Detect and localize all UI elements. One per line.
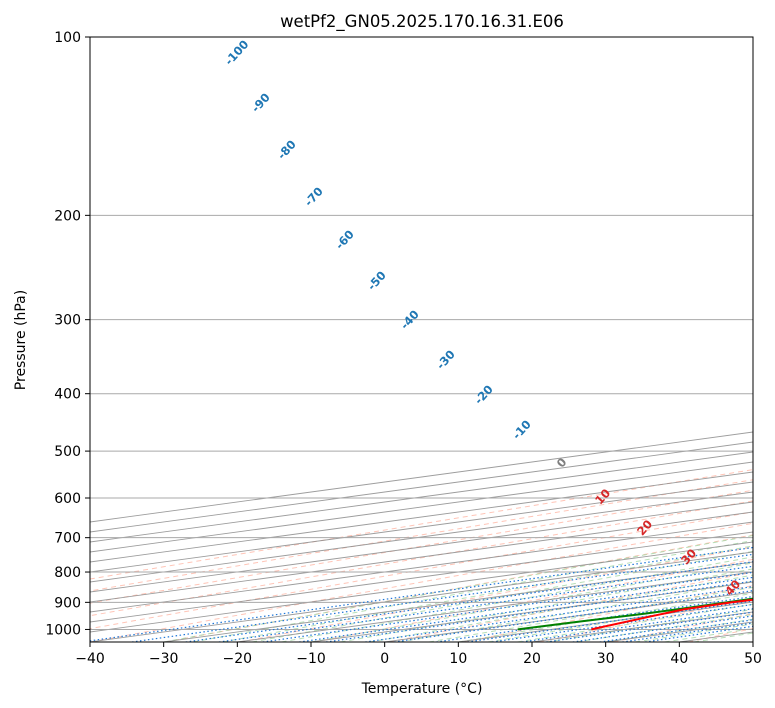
moist-adiabat [694,632,753,642]
moist-adiabat [428,586,753,642]
isotherm [90,531,753,623]
isotherm [90,491,753,583]
y-tick-label: 400 [54,387,81,403]
x-tick-label: 40 [670,651,688,667]
isotherm [90,481,753,573]
moist-adiabat [487,598,753,642]
moist-adiabat [635,623,753,642]
moist-adiabat [222,545,753,642]
x-axis-label: Temperature (°C) [361,681,483,697]
x-tick-label: −10 [296,651,326,667]
y-tick-label: 700 [54,531,81,547]
dry-adiabat-label: -80 [274,137,298,162]
mixing-ratio-line [299,576,753,642]
dry-adiabat [763,37,775,642]
dry-adiabat [239,546,753,642]
isotherm [90,521,753,613]
dewpoint-line [517,597,753,631]
profiles [517,597,753,631]
dry-adiabat [90,522,753,642]
dry-adiabat-label: -90 [248,90,272,115]
background-lines [90,37,775,642]
moist-adiabat [517,603,753,642]
chart-title: wetPf2_GN05.2025.170.16.31.E06 [280,12,564,32]
isotherm [90,451,753,543]
y-tick-label: 500 [54,444,81,460]
x-tick-label: 10 [449,651,467,667]
y-tick-label: 1000 [45,622,81,638]
y-tick-label: 600 [54,491,81,507]
isotherm [90,551,753,642]
moist-adiabat [281,556,753,642]
moist-adiabat [310,562,753,642]
isotherm [752,641,753,642]
dry-adiabat [90,500,753,617]
y-tick-label: 900 [54,595,81,611]
isotherm [384,591,753,642]
plot-frame [89,36,754,643]
y-tick-label: 100 [54,30,81,46]
isotherm [90,511,753,603]
dry-adiabat-label: -40 [397,307,421,332]
dry-adiabat [314,558,753,642]
isotherm [310,581,753,642]
x-tick-label: −30 [149,651,179,667]
dry-adiabat [538,598,753,642]
y-tick-label: 300 [54,313,81,329]
dry-adiabat-label: -70 [301,184,325,209]
dry-adiabat-label: -20 [471,382,495,407]
mixing-ratio-line [325,580,753,642]
dry-adiabat-label: -30 [433,347,457,372]
axes: −40 −30 −20 −10 0 10 20 30 40 50 1000 900 800 700 600 5… [45,30,762,667]
dry-adiabat-label: 10 [592,486,613,507]
mixing-ratio-line [394,590,753,642]
dry-adiabat-label: -10 [509,417,533,442]
dry-adiabat [90,511,753,630]
dry-adiabat-label: -100 [222,37,252,68]
isotherm [90,471,753,563]
y-tick-label: 800 [54,565,81,581]
x-tick-label: 0 [380,651,389,667]
x-tick-label: −40 [75,651,105,667]
isotherm [531,611,753,642]
mixing-ratio-line [365,585,753,642]
dry-adiabat [389,571,753,642]
line-labels: 0.10.20.40.611.52346810131620253036-100-… [222,37,743,598]
dry-adiabat-label: -50 [364,268,388,293]
y-axis-label: Pressure (hPa) [13,290,29,390]
mixing-ratio-line [492,603,753,642]
x-tick-label: 50 [744,651,762,667]
moist-adiabat [369,574,753,642]
dry-adiabat-label: -60 [332,227,356,252]
isotherm [90,501,753,593]
x-tick-label: 30 [597,651,615,667]
x-tick-label: 20 [523,651,541,667]
y-tick-label: 200 [54,208,81,224]
moist-adiabat [458,592,753,642]
mixing-ratio-line [90,546,753,642]
dry-adiabat [165,534,753,642]
x-tick-label: −20 [223,651,253,667]
isotherm [90,461,753,553]
